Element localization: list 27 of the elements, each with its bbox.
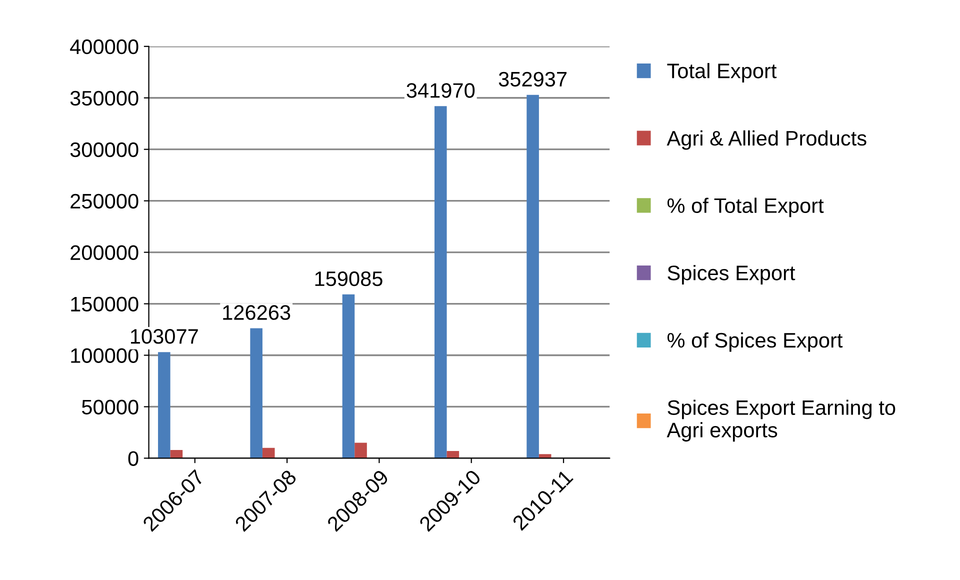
bar <box>526 94 539 458</box>
bar <box>158 352 170 458</box>
bar <box>250 328 262 458</box>
bar <box>354 442 367 458</box>
bar <box>262 448 275 458</box>
data-label: 103077 <box>130 329 198 344</box>
data-label: 159085 <box>315 271 382 286</box>
y-tick-label: 50000 <box>82 400 138 414</box>
y-tick-label: 400000 <box>70 39 138 54</box>
bar <box>434 106 447 458</box>
y-tick-label: 250000 <box>70 194 138 209</box>
bar <box>342 294 355 458</box>
y-tick-label: 300000 <box>70 142 138 158</box>
data-label: 126263 <box>223 305 290 320</box>
y-tick-label: 200000 <box>70 245 138 260</box>
legend-label: Spices Export Earning to Agri exports <box>666 400 896 442</box>
data-label: 341970 <box>406 83 475 98</box>
y-tick-label: 150000 <box>71 296 138 312</box>
y-tick-label: 0 <box>128 451 138 466</box>
legend-label: % of Total Export <box>667 198 824 218</box>
legend-label: Spices Export <box>668 265 796 284</box>
legend-label: Total Export <box>667 63 777 82</box>
legend-label: Agri & Allied Products <box>666 130 866 150</box>
legend-label: % of Spices Export <box>667 332 843 352</box>
y-tick-label: 100000 <box>71 348 138 364</box>
y-tick-label: 350000 <box>70 90 138 106</box>
data-label: 352937 <box>498 72 567 87</box>
